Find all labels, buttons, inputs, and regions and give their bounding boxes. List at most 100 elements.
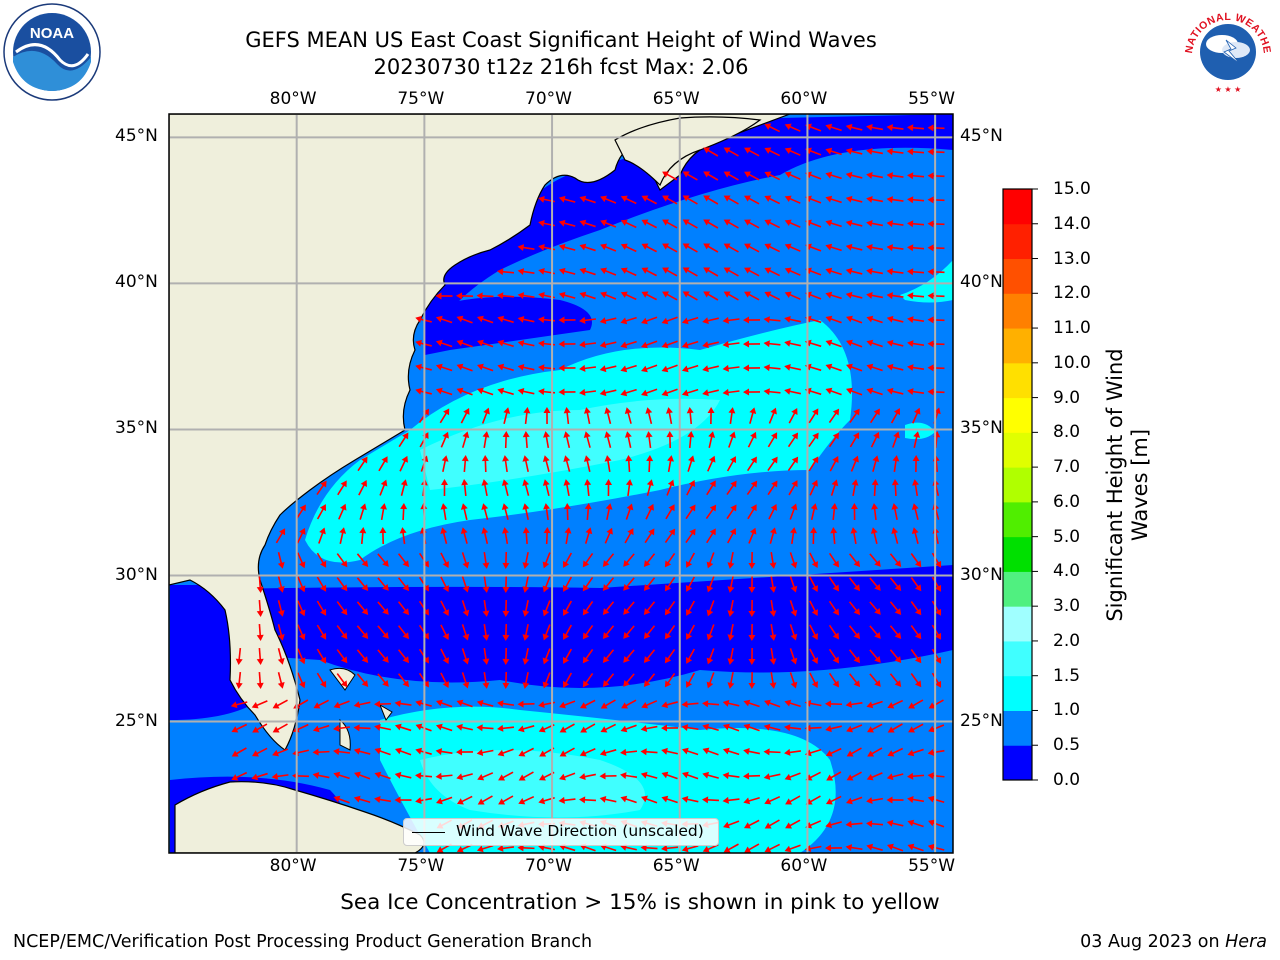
wave-direction-arrow (316, 624, 327, 640)
wave-direction-arrow (703, 291, 719, 301)
colorbar-tick-label: 15.0 (1053, 179, 1091, 199)
wave-direction-arrow (517, 700, 535, 708)
wave-direction-arrow (764, 291, 781, 301)
wave-direction-arrow (501, 479, 509, 496)
wave-direction-arrow (845, 123, 863, 131)
wave-direction-arrow (461, 600, 470, 617)
wave-direction-arrow (517, 339, 535, 347)
wave-direction-arrow (825, 725, 842, 733)
wave-direction-arrow (825, 123, 842, 132)
wave-direction-arrow (641, 388, 658, 397)
wave-direction-arrow (564, 527, 572, 545)
wave-direction-arrow (845, 700, 863, 708)
lon-tick-label-bottom: 65°W (652, 856, 700, 876)
wave-direction-arrow (866, 268, 884, 275)
wave-direction-arrow (784, 315, 801, 323)
wave-direction-arrow (784, 243, 801, 252)
graticule (169, 114, 953, 853)
wave-direction-arrow (522, 527, 530, 545)
noaa-logo: NOAA (3, 3, 101, 101)
wave-direction-arrow (296, 527, 306, 544)
wave-direction-arrow (828, 648, 839, 664)
wave-direction-arrow (482, 599, 490, 617)
wave-direction-arrow (522, 431, 530, 449)
wave-direction-arrow (744, 147, 760, 157)
wave-direction-arrow (625, 455, 633, 473)
wave-direction-arrow (744, 291, 760, 301)
wave-direction-arrow (456, 773, 473, 781)
wave-direction-arrow (379, 479, 388, 496)
wave-direction-arrow (518, 747, 535, 757)
colorbar (1002, 188, 1038, 781)
wave-direction-arrow (867, 723, 883, 733)
wave-direction-arrow (907, 819, 924, 828)
wave-direction-arrow (789, 576, 798, 593)
wave-direction-arrow (910, 553, 922, 568)
wave-direction-arrow (558, 243, 576, 251)
wave-direction-arrow (846, 315, 863, 324)
wave-direction-arrow (562, 576, 573, 592)
wave-direction-arrow (297, 576, 306, 593)
wave-direction-arrow (743, 772, 761, 780)
wave-direction-arrow (522, 600, 530, 617)
wave-direction-arrow (461, 576, 470, 593)
wave-direction-arrow (763, 388, 781, 396)
wave-direction-arrow (559, 723, 575, 733)
wave-direction-arrow (251, 772, 268, 781)
wave-direction-arrow (543, 431, 550, 449)
wave-direction-arrow (397, 625, 410, 640)
lat-tick-label-left: 25°N (115, 710, 158, 731)
wave-direction-arrow (456, 748, 474, 756)
wave-direction-arrow (848, 553, 861, 568)
wave-direction-arrow (886, 244, 904, 252)
footer-date: 03 Aug 2023 on Hera (1080, 932, 1267, 952)
wave-direction-arrow (866, 700, 883, 709)
land-bahamas-3 (378, 703, 393, 722)
colorbar-swatch (1003, 501, 1032, 538)
legend-label: Wind Wave Direction (unscaled) (456, 822, 704, 840)
wave-direction-arrow (768, 407, 777, 424)
wave-direction-arrow (333, 748, 351, 756)
wave-direction-arrow (910, 577, 922, 592)
wave-direction-arrow (643, 625, 656, 640)
wave-direction-arrow (846, 796, 863, 805)
wave-direction-arrow (399, 455, 408, 472)
wave-direction-arrow (763, 773, 781, 781)
wave-direction-arrow (845, 291, 863, 299)
wave-direction-arrow (482, 623, 490, 641)
colorbar-swatch (1003, 362, 1032, 399)
wave-direction-arrow (809, 624, 818, 641)
wave-direction-arrow (928, 724, 945, 733)
wave-direction-arrow (501, 503, 509, 520)
map-legend: Wind Wave Direction (unscaled) (403, 818, 719, 846)
wave-direction-arrow (646, 479, 654, 496)
wave-direction-arrow (764, 843, 781, 853)
wave-direction-arrow (502, 623, 510, 641)
wave-direction-arrow (542, 576, 551, 593)
wave-direction-arrow (848, 625, 861, 640)
wave-direction-arrow (866, 387, 883, 396)
wave-direction-arrow (354, 771, 371, 780)
wave-direction-arrow (726, 456, 737, 472)
wave-direction-arrow (256, 575, 264, 593)
wave-direction-arrow (641, 340, 658, 349)
wave-direction-arrow (359, 503, 367, 520)
wave-direction-arrow (887, 699, 904, 709)
wave-direction-arrow (830, 503, 838, 521)
wave-direction-arrow (907, 388, 925, 396)
wave-direction-arrow (846, 771, 862, 781)
wave-direction-arrow (584, 503, 592, 521)
wave-direction-arrow (706, 552, 715, 569)
wave-direction-arrow (641, 195, 657, 205)
wave-direction-arrow (353, 701, 371, 709)
wave-direction-arrow (620, 388, 637, 397)
wave-direction-arrow (662, 291, 678, 301)
wave-direction-arrow (870, 431, 880, 448)
wave-direction-arrow (723, 267, 739, 277)
wave-direction-arrow (871, 479, 879, 497)
wave-direction-arrow (497, 748, 514, 757)
wave-direction-arrow (866, 172, 884, 179)
colorbar-tick-label: 1.0 (1053, 700, 1081, 721)
wave-direction-arrow (927, 220, 945, 228)
wave-direction-arrow (277, 672, 285, 689)
